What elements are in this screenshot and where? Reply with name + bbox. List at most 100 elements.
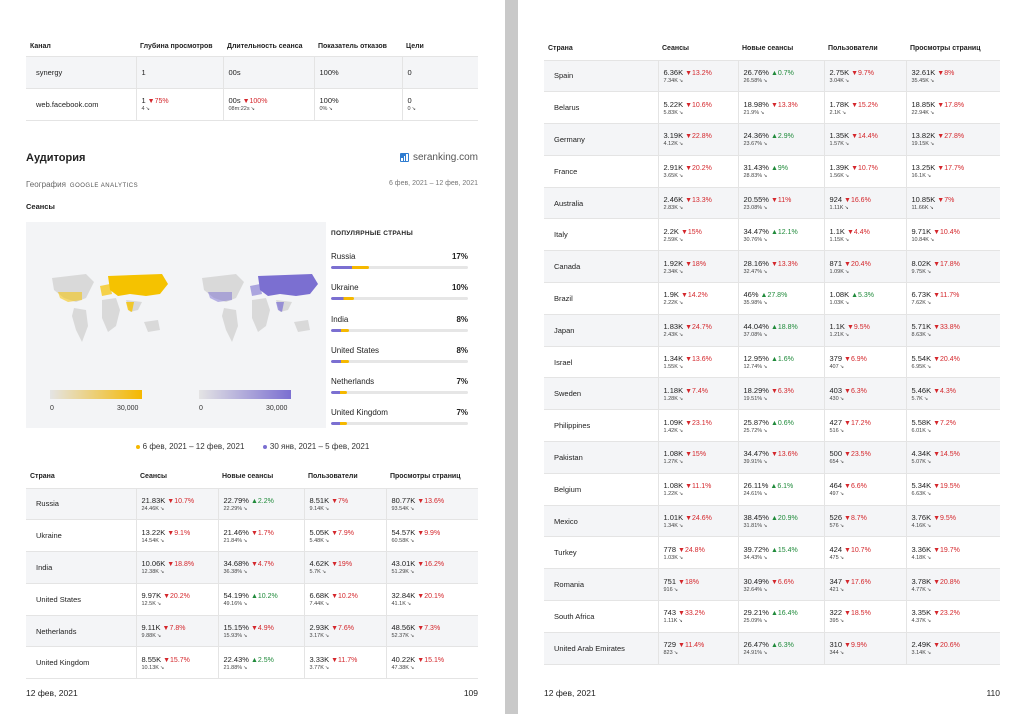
chart-trend-icon: ↘ — [926, 650, 932, 657]
metric-change: ▼14.2% — [680, 292, 708, 300]
metric-value: 427 — [829, 417, 843, 427]
metric-value: 924 — [829, 195, 843, 205]
column-header: Канал — [30, 43, 51, 51]
metric-cell: 9.11K ▼7.8% 9.88K↘ — [135, 614, 218, 647]
metric-cell: 80.77K ▼13.6% 93.54K↘ — [385, 487, 478, 520]
country-cell: Pakistan — [544, 441, 658, 474]
metric-change: ▼11.7% — [331, 656, 358, 664]
metric-value: 46% — [743, 290, 759, 300]
previous-value: 08m:22s↘ — [229, 106, 314, 112]
previous-value: 916↘ — [664, 587, 738, 593]
metric-cell: 2.75K ▼9.7% 3.04K↘ — [823, 59, 906, 92]
previous-value: 1.42K↘ — [664, 428, 738, 434]
metric-cell: 22.79% ▲2.2% 22.29%↘ — [217, 487, 304, 520]
chart-trend-icon: ↘ — [409, 569, 415, 576]
chart-trend-icon: ↘ — [678, 236, 684, 243]
metric-change: ▼20.1% — [417, 593, 445, 601]
chart-trend-icon: ↘ — [839, 650, 844, 657]
table-row: Pakistan 1.08K ▼15% 1.27K↘ 34.47% ▼13.6% 39.91… — [544, 441, 1000, 474]
chart-trend-icon: ↘ — [844, 77, 850, 84]
popular-country: United States 8% — [331, 333, 478, 363]
metric-cell: 1.92K ▼18% 2.34K↘ — [657, 250, 738, 283]
metric-change: ▼7.2% — [933, 419, 956, 427]
chart-trend-icon: ↘ — [678, 268, 684, 275]
column-header: Новые сеансы — [222, 473, 274, 481]
section-title: Аудитория — [26, 152, 86, 164]
metric-cell: 3.36K ▼19.7% 4.18K↘ — [905, 536, 1000, 569]
metric-change: ▲2.9% — [770, 133, 794, 141]
previous-value-text: 35.98% — [743, 300, 763, 307]
previous-value: 51.29K↘ — [392, 569, 479, 575]
metric-cell: 29.21% ▲16.4% 25.09%↘ — [737, 600, 824, 633]
previous-value-text: 32.47% — [743, 268, 763, 275]
previous-value-text: 31.81% — [743, 523, 763, 530]
chart-trend-icon: ↘ — [844, 205, 849, 212]
previous-value: 5.48K↘ — [310, 538, 386, 544]
metric-cell: 12.95% ▲1.6% 12.74%↘ — [737, 345, 824, 378]
metric-value: 31.43% — [743, 163, 769, 173]
table-row: Turkey 778 ▼24.8% 1.03K↘ 39.72% ▲15.4% 34.43%↘… — [544, 536, 1000, 569]
country-table: Страна Сеансы Новые сеансы Пользователи … — [26, 466, 479, 680]
chart-trend-icon: ↘ — [328, 106, 333, 112]
metric-cell: 310 ▼9.9% 344↘ — [823, 631, 906, 665]
previous-value: 0↘ — [408, 106, 479, 112]
metric-cell: 39.72% ▲15.4% 34.43%↘ — [737, 536, 824, 569]
previous-value-text: 28.83% — [743, 173, 763, 180]
popular-countries-list: Russia 17% Ukraine 10% India 8% United States 8… — [331, 239, 478, 426]
previous-value: 1.11K↘ — [830, 205, 906, 211]
share-bar-fill — [331, 391, 347, 395]
previous-value-text: 37.08% — [743, 332, 763, 339]
metric-cell: 9.71K ▼10.4% 10.84K↘ — [905, 218, 1000, 251]
table-row: United States 9.97K ▼20.2% 12.5K↘ 54.19% ▲10.… — [26, 582, 478, 616]
chart-trend-icon: ↘ — [763, 554, 768, 561]
previous-value: 1.28K↘ — [664, 396, 738, 402]
previous-value-text: 10.84K — [911, 236, 929, 243]
metric-cell: 743 ▼33.2% 1.11K↘ — [657, 600, 738, 633]
share-bar — [331, 422, 468, 426]
metric-change: ▼9.1% — [167, 529, 191, 537]
metric-cell: 4.34K ▼14.5% 5.07K↘ — [905, 441, 1000, 474]
chart-trend-icon: ↘ — [844, 300, 850, 307]
metric-change: ▼14.5% — [933, 451, 960, 459]
column-header: Пользователи — [308, 473, 358, 481]
previous-value: 4.12K↘ — [664, 141, 738, 147]
chart-trend-icon: ↘ — [926, 268, 932, 275]
previous-value: 30.76%↘ — [744, 237, 824, 243]
previous-value-text: 1.15K — [829, 236, 844, 243]
previous-value-text: 14.54K — [141, 537, 159, 544]
previous-value: 37.08%↘ — [744, 332, 824, 338]
metric-value: 4.34K — [911, 449, 932, 459]
previous-value: 15.93%↘ — [224, 633, 304, 639]
table-row: web.facebook.com 1 ▼75% 4↘ 00s ▼100% 08m:22s↘ 1… — [26, 87, 479, 121]
popular-country-share: 7% — [456, 408, 468, 418]
metric-cell: 24.36% ▲2.9% 23.67%↘ — [737, 123, 824, 156]
previous-value-text: 32.64% — [743, 586, 763, 593]
table-row: France 2.91K ▼20.2% 3.65K↘ 31.43% ▲9% 28.83%↘ 1… — [544, 154, 1000, 188]
metric-change: ▼100% — [242, 98, 268, 105]
chart-trend-icon: ↘ — [406, 601, 412, 608]
previous-value: 2.43K↘ — [664, 332, 738, 338]
metric-cell: 00s — [222, 55, 314, 88]
metric-cell: 5.71K ▼33.8% 8.63K↘ — [905, 313, 1000, 347]
metric-change: ▼9.7% — [851, 69, 874, 77]
chart-trend-icon: ↘ — [145, 106, 150, 112]
metric-value: 5.34K — [911, 481, 932, 491]
previous-value-text: 34.43% — [743, 554, 763, 561]
metric-change: ▼6.6% — [770, 578, 794, 586]
chart-trend-icon: ↘ — [839, 586, 844, 593]
metric-value: 424 — [829, 544, 843, 554]
metric-cell: 21.46% ▼1.7% 21.84%↘ — [217, 519, 304, 552]
metric-cell: 1.08K ▲5.3% 1.03K↘ — [823, 282, 906, 315]
country-cell: Belarus — [544, 91, 658, 124]
previous-value: 2.22K↘ — [664, 300, 738, 306]
chart-trend-icon: ↘ — [763, 141, 768, 148]
previous-value: 3.65K↘ — [664, 173, 738, 179]
metric-value: 34.47% — [743, 449, 769, 459]
metric-value: 13.25K — [911, 163, 936, 173]
metric-value: 1.9K — [663, 290, 679, 300]
metric-change: ▼6.3% — [844, 387, 867, 395]
chart-trend-icon: ↘ — [678, 173, 684, 180]
metric-change: ▼20.4% — [844, 260, 871, 268]
chart-trend-icon: ↘ — [673, 650, 678, 657]
chart-trend-icon: ↘ — [409, 505, 415, 512]
